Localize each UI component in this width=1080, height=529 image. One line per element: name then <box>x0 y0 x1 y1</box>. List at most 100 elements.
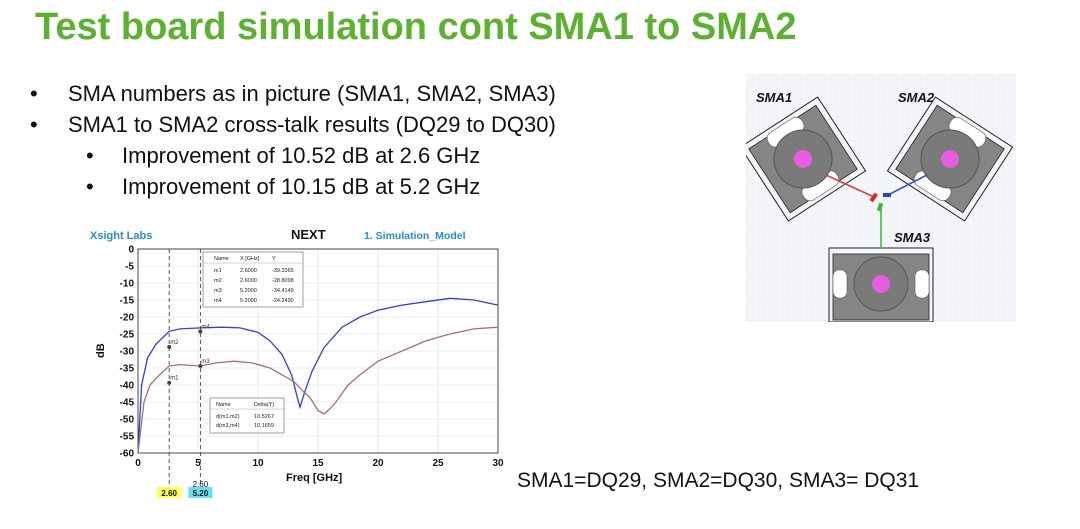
marker-table-cell: m4 <box>214 298 222 304</box>
marker-table-header: Y <box>272 256 276 262</box>
marker-table-cell: -39.3365 <box>272 268 294 274</box>
x-tick-label: 10 <box>252 458 264 469</box>
bullet-text: SMA numbers as in picture (SMA1, SMA2, S… <box>68 81 556 106</box>
chart-title: NEXT <box>291 227 326 242</box>
sma2-trace <box>885 174 928 197</box>
bullet-text: SMA1 to SMA2 cross-talk results (DQ29 to… <box>68 112 556 137</box>
marker-label: m1 <box>170 376 179 382</box>
marker-table-cell: 2.6000 <box>240 268 257 274</box>
marker-table-cell: 2.6000 <box>240 278 257 284</box>
x-tick-label: 5 <box>195 458 201 469</box>
sma1-label: SMA1 <box>756 90 792 105</box>
y-tick-label: -60 <box>120 449 135 460</box>
bullet-list: • SMA numbers as in picture (SMA1, SMA2, … <box>30 78 556 202</box>
x-tick-label: 30 <box>492 458 504 469</box>
y-tick-label: -15 <box>120 296 135 307</box>
y-axis-label: dB <box>95 343 107 358</box>
sma-layout-diagram: SMA1 SMA2 SMA3 <box>746 74 1016 322</box>
y-tick-label: -20 <box>120 313 135 324</box>
sma3-slot <box>832 269 848 299</box>
marker-point <box>198 329 203 334</box>
sma3-label: SMA3 <box>894 230 931 245</box>
cursor-label: 2.60 <box>161 489 177 498</box>
sma1-connector <box>746 96 867 222</box>
y-axis: 0 -5 -10 -15 -20 -25 -30 -35 -40 -45 -50 -55 -60 <box>120 245 135 460</box>
x-tick-label: 0 <box>135 458 141 469</box>
series-line-2 <box>137 326 499 454</box>
marker-table: Name X [GHz] Ym1 2.6000 -39.3365 m2 2.6000 -28.… <box>202 251 304 308</box>
sma1-via <box>869 192 878 203</box>
marker-label: m4 <box>201 324 210 330</box>
sma3-via <box>876 202 884 212</box>
delta-table-cell: d(m3,m4) <box>216 423 240 429</box>
bullet-dot: • <box>86 143 94 168</box>
sma2-core <box>941 150 959 168</box>
chart-brand: Xsight Labs <box>90 230 152 242</box>
cursor-label: 5.20 <box>193 489 209 498</box>
marker-table-cells: Name X [GHz] Ym1 2.6000 -39.3365 m2 2.6000 -28.… <box>203 256 303 304</box>
delta-table-cell: 10.5267 <box>254 414 274 420</box>
chart-model-label: 1. Simulation_Model <box>364 230 466 242</box>
delta-table-header: Delta(Y) <box>254 402 274 408</box>
y-tick-label: -40 <box>120 381 135 392</box>
next-crosstalk-plot: Xsight Labs NEXT 1. Simulation_Model 0 -5… <box>90 227 504 498</box>
marker-table-header: Name <box>214 256 229 262</box>
y-tick-label: -35 <box>120 364 135 375</box>
delta-table-header: Name <box>216 402 231 408</box>
bullet-item: • SMA1 to SMA2 cross-talk results (DQ29 t… <box>30 109 556 140</box>
sma1-trace <box>825 174 875 198</box>
marker-table-cell: m3 <box>214 288 222 294</box>
marker-point <box>167 380 172 385</box>
x-tick-label: 25 <box>432 458 444 469</box>
sma2-via <box>883 193 891 197</box>
bullet-text: Improvement of 10.15 dB at 5.2 GHz <box>122 174 481 199</box>
plot-series <box>137 297 499 454</box>
marker-label: m2 <box>170 340 179 346</box>
marker-point <box>198 364 203 369</box>
bullet-dot: • <box>30 81 38 106</box>
y-tick-label: -10 <box>120 279 135 290</box>
y-tick-label: -45 <box>120 398 135 409</box>
bullet-dot: • <box>86 174 94 199</box>
marker-table-cell: m1 <box>214 268 222 274</box>
plot-grid <box>138 249 498 453</box>
y-tick-label: -50 <box>120 415 135 426</box>
sub-bullet-item: • Improvement of 10.15 dB at 5.2 GHz <box>30 171 556 202</box>
marker-table-cell: -28.8098 <box>272 278 294 284</box>
delta-table-cells: Name Delta(Y) d(m1,m2) 10.5267 d(m3,m4) 10.16… <box>210 402 284 429</box>
marker-point <box>167 344 172 349</box>
sma3-core <box>872 275 890 293</box>
sma3-slot <box>914 269 930 299</box>
cursor-label-bg <box>157 487 182 498</box>
sma2-connector <box>886 96 1014 222</box>
sma1-core <box>794 150 812 168</box>
delta-table-box <box>209 397 285 434</box>
sma3-connector <box>828 247 934 322</box>
y-tick-label: -25 <box>120 330 135 341</box>
y-tick-label: -30 <box>120 347 135 358</box>
sma-mapping-note: SMA1=DQ29, SMA2=DQ30, SMA3= DQ31 <box>517 469 920 492</box>
cursor-label-bg <box>188 487 213 498</box>
marker-table-cell: 5.2000 <box>240 298 257 304</box>
marker-table-cell: m2 <box>214 278 222 284</box>
delta-table-cell: d(m1,m2) <box>216 414 240 420</box>
plot-frame <box>137 248 499 454</box>
marker-table-box <box>202 251 304 308</box>
delta-table: Name Delta(Y) d(m1,m2) 10.5267 d(m3,m4) 10.16… <box>209 397 285 434</box>
x-tick-label: 20 <box>372 458 384 469</box>
sma2-label: SMA2 <box>898 90 935 105</box>
marker-table-cell: 5.2000 <box>240 288 257 294</box>
delta-table-cell: 10.1659 <box>254 423 274 429</box>
y-tick-label: -55 <box>120 432 135 443</box>
sma2-outline <box>886 96 1014 222</box>
y-tick-label: -5 <box>125 262 134 273</box>
slide-title: Test board simulation cont SMA1 to SMA2 <box>35 6 797 48</box>
series-line-1 <box>137 297 499 454</box>
bullet-dot: • <box>30 112 38 137</box>
marker-table-cell: -24.2490 <box>272 298 294 304</box>
sub-bullet-item: • Improvement of 10.52 dB at 2.6 GHz <box>30 140 556 171</box>
marker-table-header: X [GHz] <box>240 256 260 262</box>
bullet-item: • SMA numbers as in picture (SMA1, SMA2, … <box>30 78 556 109</box>
x-tick-label: 15 <box>312 458 324 469</box>
